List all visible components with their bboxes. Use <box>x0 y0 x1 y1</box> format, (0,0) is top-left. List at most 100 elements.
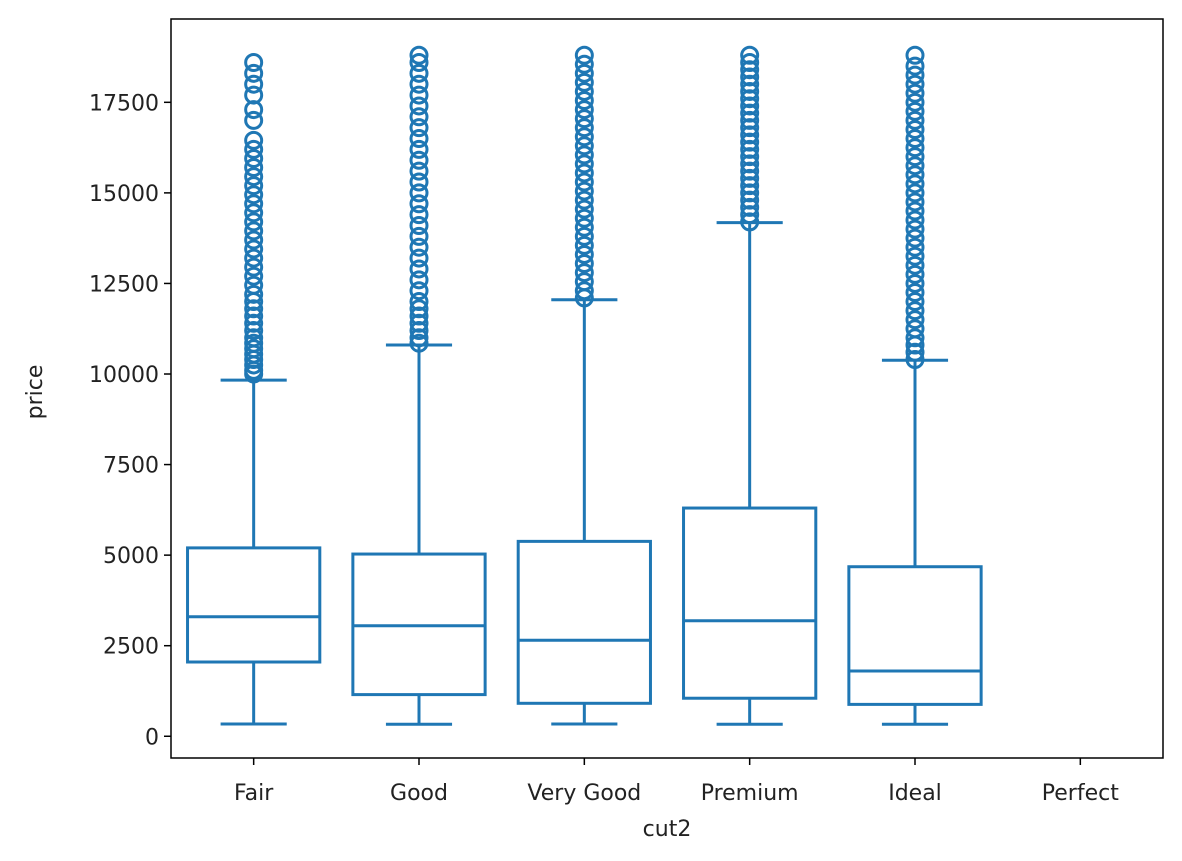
outlier-point <box>244 100 264 120</box>
outlier-point <box>740 45 760 65</box>
outlier-point <box>409 52 429 72</box>
outlier-point <box>905 219 925 239</box>
outlier-point <box>244 339 264 359</box>
outlier-point <box>905 342 925 362</box>
outlier-point <box>409 45 429 65</box>
outlier-point <box>574 154 594 174</box>
outlier-point <box>244 203 264 223</box>
outlier-point <box>905 129 925 149</box>
iqr-box <box>516 539 652 705</box>
outlier-point <box>740 52 760 72</box>
outlier-point <box>574 208 594 228</box>
outlier-point <box>574 244 594 264</box>
x-axis-ticks: Fair Good Very Good Premium Ideal Perfect <box>234 758 1119 806</box>
outlier-point <box>905 156 925 176</box>
outlier-point <box>574 281 594 301</box>
outlier-point <box>574 136 594 156</box>
outlier-point <box>244 321 264 341</box>
outlier-point <box>244 63 264 83</box>
outlier-point <box>244 139 264 159</box>
outlier-point <box>905 192 925 212</box>
outlier-point <box>574 109 594 129</box>
outlier-point <box>409 248 429 268</box>
plot-area <box>170 18 1164 759</box>
outlier-point <box>244 130 264 150</box>
outlier-point <box>409 129 429 149</box>
outlier-point <box>409 139 429 159</box>
y-tick-label: 15000 <box>89 182 159 207</box>
outlier-point <box>574 45 594 65</box>
iqr-box <box>847 565 983 706</box>
outlier-point <box>574 100 594 120</box>
x-tick-label: Good <box>390 781 448 806</box>
outlier-point <box>740 110 760 130</box>
outlier-point <box>574 127 594 147</box>
outlier-point <box>905 310 925 330</box>
outlier-point <box>409 74 429 94</box>
outlier-point <box>740 125 760 145</box>
outlier-point <box>740 118 760 138</box>
outlier-point <box>409 205 429 225</box>
outlier-point <box>740 103 760 123</box>
outlier-point <box>244 158 264 178</box>
y-tick-label: 12500 <box>89 272 159 297</box>
y-tick-label: 7500 <box>103 454 159 479</box>
box-good <box>351 45 487 726</box>
outlier-point <box>409 150 429 170</box>
outlier-point <box>905 165 925 185</box>
outlier-point <box>409 172 429 192</box>
outlier-point <box>244 248 264 268</box>
outlier-point <box>244 194 264 214</box>
outlier-point <box>740 161 760 181</box>
outlier-point <box>244 284 264 304</box>
outlier-point <box>574 263 594 283</box>
outlier-point <box>905 350 925 370</box>
iqr-box <box>186 546 322 664</box>
outlier-point <box>244 176 264 196</box>
box-fair <box>186 52 322 726</box>
outlier-point <box>740 81 760 101</box>
box-very-good <box>516 45 652 726</box>
outlier-point <box>905 301 925 321</box>
outlier-point <box>409 328 429 348</box>
outlier-point <box>740 89 760 109</box>
outlier-point <box>244 313 264 333</box>
outlier-point <box>409 292 429 312</box>
x-tick-label: Premium <box>701 781 799 806</box>
outlier-point <box>740 147 760 167</box>
outlier-point <box>574 54 594 74</box>
outlier-point <box>905 147 925 167</box>
outlier-point <box>740 67 760 87</box>
x-axis-label: cut2 <box>643 817 692 842</box>
outlier-point <box>905 45 925 65</box>
outlier-point <box>740 190 760 210</box>
outlier-point <box>740 139 760 159</box>
outlier-point <box>905 201 925 221</box>
x-tick-label: Perfect <box>1042 781 1119 806</box>
outlier-point <box>574 91 594 111</box>
outlier-point <box>244 74 264 94</box>
outlier-point <box>740 96 760 116</box>
y-tick-label: 2500 <box>103 635 159 660</box>
outlier-point <box>905 65 925 85</box>
outlier-point <box>409 270 429 290</box>
outlier-point <box>574 190 594 210</box>
outlier-point <box>740 74 760 94</box>
outlier-point <box>905 183 925 203</box>
outlier-point <box>244 257 264 277</box>
outlier-point <box>905 328 925 348</box>
outlier-point <box>244 212 264 232</box>
outlier-point <box>905 101 925 121</box>
outlier-point <box>740 212 760 232</box>
outlier-point <box>905 319 925 339</box>
outlier-point <box>409 237 429 257</box>
box-ideal <box>847 45 983 726</box>
outlier-point <box>574 217 594 237</box>
outlier-point <box>574 235 594 255</box>
outlier-point <box>740 60 760 80</box>
outlier-point <box>409 161 429 181</box>
outlier-point <box>905 292 925 312</box>
outlier-point <box>409 321 429 341</box>
outlier-point <box>574 72 594 92</box>
outlier-point <box>740 154 760 174</box>
